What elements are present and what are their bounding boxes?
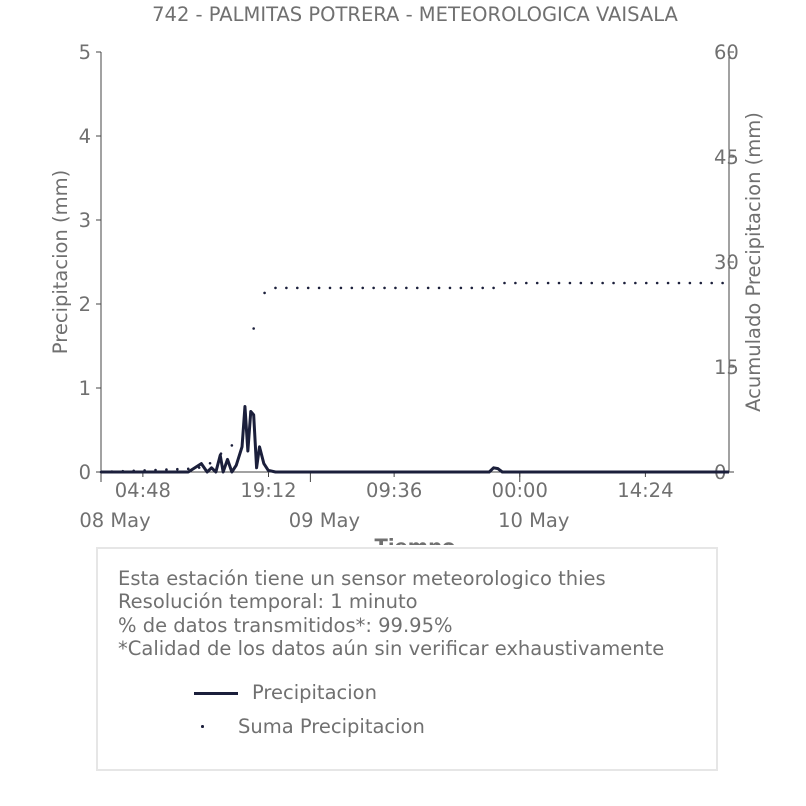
series-suma-precipitacion-point xyxy=(383,286,386,290)
series-suma-precipitacion-point xyxy=(197,466,201,469)
series-suma-precipitacion-point xyxy=(721,281,724,285)
info-text: Esta estación tiene un sensor meteorolog… xyxy=(118,567,664,660)
series-suma-precipitacion-point xyxy=(132,469,136,473)
series-suma-precipitacion-point xyxy=(546,281,550,285)
series-suma-precipitacion-point xyxy=(470,286,474,290)
series-suma-precipitacion-point xyxy=(328,286,332,290)
info-line-transmitted: % de datos transmitidos*: 99.95% xyxy=(118,613,453,637)
series-suma-precipitacion-point xyxy=(186,467,190,471)
y2-tick-label: 60 xyxy=(714,41,739,64)
series-precipitacion-line xyxy=(101,404,729,474)
series-suma-precipitacion-point xyxy=(339,286,343,290)
info-line-sensor: Esta estación tiene un sensor meteorolog… xyxy=(118,567,606,590)
series-suma-precipitacion-point xyxy=(677,281,681,285)
y-tick-label: 0 xyxy=(79,461,91,484)
series-suma-precipitacion-point xyxy=(601,281,604,285)
series-suma-precipitacion-point xyxy=(241,437,245,440)
series-suma-precipitacion-point xyxy=(666,281,670,285)
series-suma-precipitacion-point xyxy=(655,281,659,285)
series-suma-precipitacion-point xyxy=(535,281,539,285)
series-suma-precipitacion-point xyxy=(525,281,528,285)
series-suma-precipitacion-point xyxy=(350,286,354,290)
series-suma-precipitacion-point xyxy=(459,286,463,290)
series-suma-precipitacion-point xyxy=(579,281,583,285)
x-time-label: 04:48 xyxy=(115,479,171,502)
series-suma-precipitacion-point xyxy=(143,469,146,472)
series-suma-precipitacion-point xyxy=(644,281,648,285)
series-suma-precipitacion-point xyxy=(710,281,713,285)
series-suma-precipitacion-point xyxy=(361,286,365,290)
series-suma-precipitacion-point xyxy=(688,281,692,285)
series-suma-precipitacion-point xyxy=(557,281,561,285)
series-suma-precipitacion-point xyxy=(219,452,223,455)
y-axis-label: Precipitacion (mm) xyxy=(49,170,72,354)
x-date-label: 08 May xyxy=(79,509,150,532)
series-suma-precipitacion-point xyxy=(208,461,212,465)
x-date-label: 10 May xyxy=(498,509,569,532)
series-suma-precipitacion-point xyxy=(415,286,419,290)
series-suma-precipitacion-point xyxy=(176,467,179,471)
series-suma-precipitacion-point xyxy=(274,286,277,290)
chart-title: 742 - PALMITAS POTRERA - METEOROLOGICA V… xyxy=(152,3,678,26)
x-date-label: 09 May xyxy=(289,509,360,532)
series-suma-precipitacion-point xyxy=(306,286,310,290)
series-suma-precipitacion-point xyxy=(514,281,517,285)
series-suma-precipitacion-point xyxy=(263,291,266,295)
y-tick-label: 4 xyxy=(79,125,91,148)
series-suma-precipitacion-point xyxy=(503,281,506,285)
series-suma-precipitacion-point xyxy=(481,286,484,290)
y2-tick-label: 30 xyxy=(714,251,739,274)
series-suma-precipitacion-point xyxy=(405,286,408,290)
series-suma-precipitacion-point xyxy=(590,281,594,285)
series-suma-precipitacion-point xyxy=(568,281,572,285)
series-suma-precipitacion-point xyxy=(437,286,441,290)
legend-label-suma-precipitacion: Suma Precipitacion xyxy=(238,715,425,738)
series-suma-precipitacion-point xyxy=(372,286,375,290)
y2-axis-label: Acumulado Precipitacion (mm) xyxy=(742,112,765,412)
precipitation-chart: 742 - PALMITAS POTRERA - METEOROLOGICA V… xyxy=(49,3,765,545)
series-suma-precipitacion-point xyxy=(154,468,157,472)
series-suma-precipitacion-point xyxy=(110,470,114,473)
series-suma-precipitacion-point xyxy=(492,286,495,290)
series-suma-precipitacion-point xyxy=(623,281,626,285)
y2-tick-label: 45 xyxy=(714,146,739,169)
legend-line-swatch xyxy=(194,692,238,695)
y-tick-label: 2 xyxy=(79,293,91,316)
series-suma-precipitacion-point xyxy=(121,469,125,473)
series-suma-precipitacion-point xyxy=(634,281,637,285)
series-suma-precipitacion-point xyxy=(612,281,615,285)
legend-dot-swatch xyxy=(201,725,204,728)
legend-label-precipitacion: Precipitacion xyxy=(252,681,377,704)
series-suma-precipitacion-point xyxy=(99,470,103,474)
x-time-label: 14:24 xyxy=(617,479,673,502)
series-suma-precipitacion-point xyxy=(230,444,234,447)
y2-tick-label: 15 xyxy=(714,356,739,379)
x-time-label: 19:12 xyxy=(240,479,296,502)
y-tick-label: 5 xyxy=(79,41,91,64)
x-time-label: 09:36 xyxy=(366,479,422,502)
y-tick-label: 3 xyxy=(79,209,91,232)
series-suma-precipitacion-point xyxy=(296,286,299,290)
y-tick-label: 1 xyxy=(79,377,91,400)
series-suma-precipitacion-point xyxy=(317,286,321,290)
series-suma-precipitacion-point xyxy=(699,281,703,285)
series-suma-precipitacion-point xyxy=(426,286,430,290)
x-time-label: 00:00 xyxy=(492,479,548,502)
info-box: Esta estación tiene un sensor meteorolog… xyxy=(96,547,718,771)
series-suma-precipitacion-point xyxy=(285,286,288,290)
series-suma-precipitacion-point xyxy=(394,286,397,290)
info-line-resolution: Resolución temporal: 1 minuto xyxy=(118,590,418,614)
x-axis-label: Tiempo xyxy=(375,535,456,545)
series-suma-precipitacion-point xyxy=(448,286,452,290)
info-line-quality-note: *Calidad de los datos aún sin verificar … xyxy=(118,636,665,660)
series-suma-precipitacion-point xyxy=(252,327,255,330)
series-suma-precipitacion-point xyxy=(165,468,168,471)
